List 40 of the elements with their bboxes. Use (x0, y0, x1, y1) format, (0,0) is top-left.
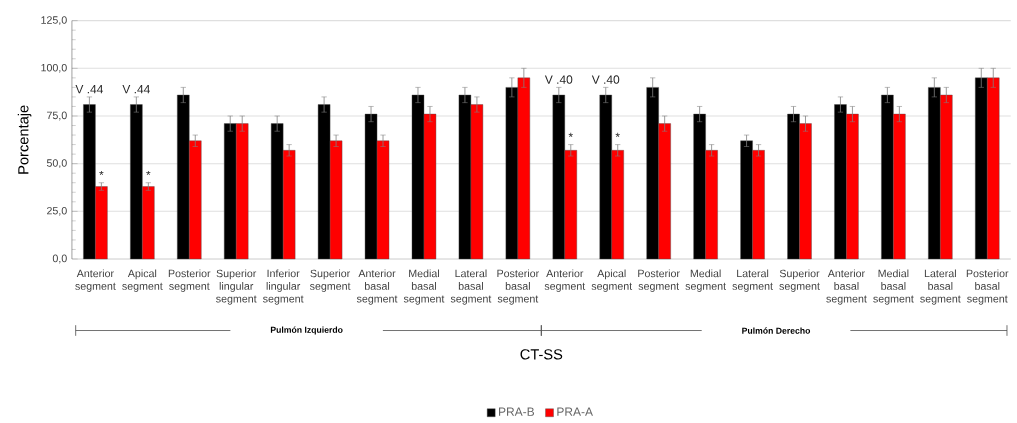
data-label: * (146, 170, 151, 176)
y-tick-label: 75,0 (47, 111, 67, 121)
y-axis-title: Porcentaje (17, 105, 32, 174)
y-tick-label: 100,0 (41, 63, 67, 73)
text: Pulmón Derecho (742, 327, 811, 334)
x-tick-label: Anterior basal segment (356, 269, 398, 305)
data-label: V .44 (122, 84, 150, 94)
x-tick-label: Posterior segment (168, 269, 211, 292)
data-label: * (99, 170, 104, 176)
x-tick-label: Apical segment (591, 269, 633, 292)
x-tick-label: Superior segment (309, 269, 351, 292)
legend-label: PRA-B (499, 407, 535, 416)
x-tick-label: Medial basal segment (873, 269, 914, 305)
x-tick-label: Superior segment (779, 269, 820, 292)
y-tick-label: 0,0 (52, 254, 67, 264)
x-tick-label: Posterior segment (638, 269, 680, 292)
x-tick-label: Anterior basal segment (826, 269, 867, 305)
x-tick-label: Posterior basal segment (497, 269, 539, 305)
x-tick-label: Lateral segment (732, 269, 773, 292)
data-label: * (615, 132, 620, 137)
text: Pulmón Izquierdo (270, 326, 343, 335)
y-tick-label: 125,0 (41, 16, 67, 25)
data-label: * (568, 132, 573, 137)
y-tick-label: 25,0 (47, 206, 67, 216)
x-tick-label: Lateral basal segment (450, 269, 492, 305)
x-tick-label: Superior lingular segment (216, 269, 257, 305)
x-tick-label: Lateral basal segment (920, 269, 961, 305)
x-tick-label: Medial basal segment (403, 269, 445, 305)
x-tick-label: Anterior segment (544, 269, 586, 292)
legend-label: PRA-A (557, 407, 593, 416)
x-tick-label: Medial segment (685, 269, 726, 292)
x-tick-label: Posterior basal segment (966, 269, 1009, 305)
x-tick-label: Apical segment (122, 269, 163, 292)
x-axis-title: CT-SS (520, 349, 563, 360)
y-tick-label: 50,0 (46, 159, 67, 168)
x-tick-label: Inferior lingular segment (263, 269, 304, 305)
data-label: V .40 (591, 75, 620, 84)
x-tick-label: Anterior segment (75, 269, 116, 292)
data-label: V .44 (75, 84, 104, 94)
data-label: V .40 (544, 75, 573, 84)
